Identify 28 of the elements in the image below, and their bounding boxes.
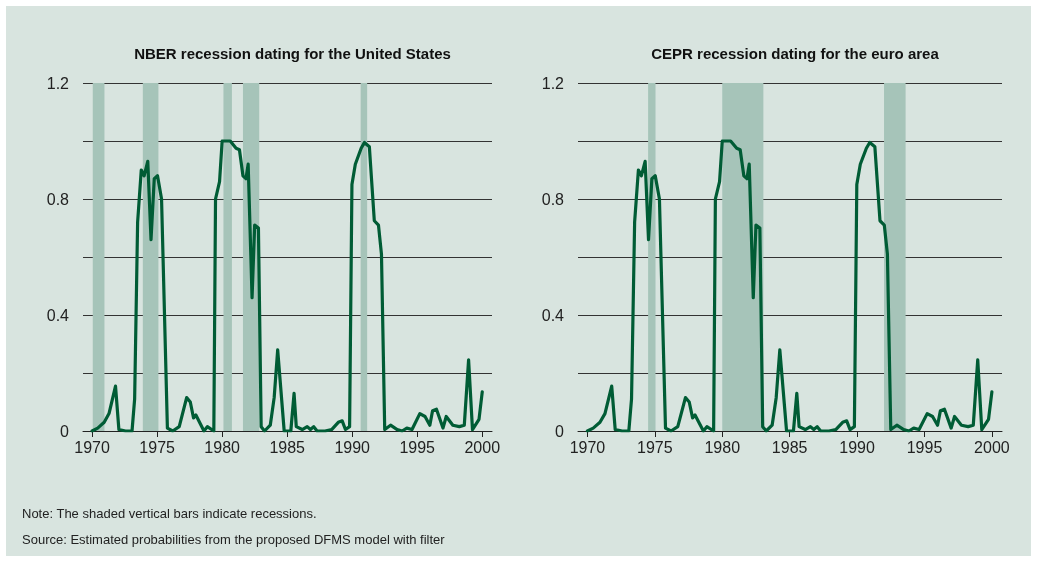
x-tick-label: 1970 bbox=[74, 438, 110, 456]
x-tick-label: 2000 bbox=[464, 438, 501, 456]
x-tick-label: 1990 bbox=[839, 438, 875, 456]
y-tick-label: 0.8 bbox=[46, 190, 70, 208]
x-tick-label: 1995 bbox=[399, 438, 436, 456]
y-tick-label: 0.8 bbox=[541, 190, 565, 208]
x-tick-label: 1995 bbox=[906, 438, 943, 456]
x-tick-label: 1970 bbox=[569, 438, 606, 456]
y-tick-label: 1.2 bbox=[46, 74, 70, 92]
y-tick-label: 1.2 bbox=[541, 74, 565, 92]
y-tick-label: 0.4 bbox=[541, 306, 565, 324]
x-tick-label: 2000 bbox=[974, 438, 1010, 456]
x-tick-label: 1980 bbox=[204, 438, 241, 456]
y-tick-label: 0 bbox=[555, 422, 565, 440]
line-series bbox=[90, 139, 484, 433]
x-tick-label: 1975 bbox=[637, 438, 673, 456]
x-tick-label: 1975 bbox=[139, 438, 176, 456]
x-tick-label: 1985 bbox=[269, 438, 306, 456]
x-tick-label: 1985 bbox=[771, 438, 808, 456]
chart-title: CEPR recession dating for the euro area bbox=[651, 45, 940, 62]
x-tick-label: 1980 bbox=[704, 438, 741, 456]
line-series bbox=[585, 139, 994, 433]
chart-title: NBER recession dating for the United States bbox=[134, 45, 451, 62]
x-tick-label: 1990 bbox=[334, 438, 371, 456]
source-note: Source: Estimated probabilities from the proposed DFMS model with filter bbox=[22, 531, 445, 549]
y-tick-label: 0.4 bbox=[46, 306, 70, 324]
y-tick-label: 0 bbox=[60, 422, 70, 440]
text: Note: The shaded vertical bars indicate recessions. bbox=[22, 505, 318, 523]
